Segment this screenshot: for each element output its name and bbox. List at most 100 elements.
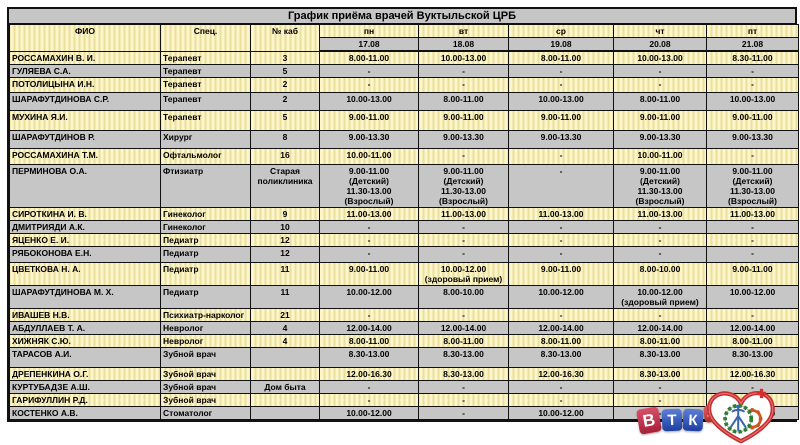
time-tue: 9.00-11.00 <box>418 110 509 131</box>
time-thu: - <box>613 308 707 322</box>
schedule-body: РОССАМАХИН В. И. Терапевт 3 8.00-11.00 1… <box>9 50 799 420</box>
time-mon: 12.00-14.00 <box>319 321 419 335</box>
doctor-spec: Зубной врач <box>160 347 251 368</box>
time-thu: 9.00-11.00 (Детский) 11.30-13.00 (Взросл… <box>613 164 707 208</box>
time-thu: 8.30-13.00 <box>613 367 707 381</box>
doctor-spec: Терапевт <box>160 50 251 65</box>
table-row: ПЕРМИНОВА О.А. Фтизиатр Старая поликлини… <box>9 164 799 208</box>
time-tue: 9.00-11.00 (Детский) 11.30-13.00 (Взросл… <box>418 164 509 208</box>
vtk-tile-k: К <box>682 408 704 432</box>
time-mon: 8.00-11.00 <box>319 334 419 348</box>
time-tue: 8.00-11.00 <box>418 334 509 348</box>
time-fri: 9.00-11.00 (Детский) 11.30-13.00 (Взросл… <box>706 164 799 208</box>
time-fri: - <box>706 77 799 93</box>
time-fri: 12.00-16.30 <box>706 367 799 381</box>
time-thu: 11.00-13.00 <box>613 207 707 221</box>
doctor-name: ДРЕПЕНКИНА О.Г. <box>9 367 161 381</box>
time-mon: 12.00-16.30 <box>319 367 419 381</box>
schedule-board: График приёма врачей Вуктыльской ЦРБ ФИО… <box>7 7 799 422</box>
time-mon: 10.00-13.00 <box>319 92 419 111</box>
table-row: АБДУЛЛАЕВ Т. А. Невролог 4 12.00-14.00 1… <box>9 321 799 335</box>
doctor-name: ШАРАФУТДИНОВА М. Х. <box>9 285 161 309</box>
time-mon: - <box>319 77 419 93</box>
time-fri: 8.30-13.00 <box>706 347 799 368</box>
time-thu: - <box>613 77 707 93</box>
column-header-day-thu: чт <box>613 24 707 38</box>
doctor-spec: Терапевт <box>160 110 251 131</box>
time-tue: - <box>418 148 509 165</box>
time-thu: 9.00-13.30 <box>613 130 707 149</box>
time-wed: 11.00-13.00 <box>508 207 614 221</box>
date-mon: 17.08 <box>319 37 419 52</box>
time-fri: - <box>706 380 799 394</box>
column-header-fio: ФИО <box>9 24 161 52</box>
date-wed: 19.08 <box>508 37 614 52</box>
room-number: 10 <box>250 220 320 234</box>
time-wed: 9.00-11.00 <box>508 110 614 131</box>
column-header-cab: № каб <box>250 24 320 52</box>
room-number: 11 <box>250 262 320 286</box>
time-fri: 9.00-13.30 <box>706 130 799 149</box>
time-fri: - <box>706 148 799 165</box>
page-title: График приёма врачей Вуктыльской ЦРБ <box>9 9 795 24</box>
time-fri: 10.00-12.00 <box>706 285 799 309</box>
doctor-name: РОССАМАХИНА Т.М. <box>9 148 161 165</box>
time-thu: - <box>613 64 707 78</box>
time-thu: - <box>613 220 707 234</box>
doctor-name: ГАРИФУЛЛИН Р.Д. <box>9 393 161 407</box>
room-number: 21 <box>250 308 320 322</box>
doctor-spec: Педиатр <box>160 233 251 247</box>
time-tue: 9.00-13.30 <box>418 130 509 149</box>
staff-icon <box>729 404 747 432</box>
time-tue: 8.30-13.00 <box>418 367 509 381</box>
doctor-name: ДМИТРИЯДИ А.К. <box>9 220 161 234</box>
time-tue: 11.00-13.00 <box>418 207 509 221</box>
time-fri: - <box>706 220 799 234</box>
column-header-day-mon: пн <box>319 24 419 38</box>
time-mon: - <box>319 220 419 234</box>
table-row: МУХИНА Я.И. Терапевт 5 9.00-11.00 9.00-1… <box>9 110 799 131</box>
time-mon: - <box>319 380 419 394</box>
time-wed: 10.00-13.00 <box>508 92 614 111</box>
doctor-spec: Гинеколог <box>160 220 251 234</box>
time-mon: - <box>319 64 419 78</box>
time-wed: - <box>508 64 614 78</box>
doctor-name: СИРОТКИНА И. В. <box>9 207 161 221</box>
table-row: ХИЖНЯК С.Ю. Невролог 4 8.00-11.00 8.00-1… <box>9 334 799 348</box>
time-tue: 8.30-13.00 <box>418 347 509 368</box>
doctor-spec: Зубной врач <box>160 367 251 381</box>
time-thu: - <box>613 246 707 263</box>
time-fri: 10.00-13.00 <box>706 92 799 111</box>
doctor-spec: Офтальмолог <box>160 148 251 165</box>
doctor-spec: Педиатр <box>160 285 251 309</box>
room-number <box>250 347 320 368</box>
time-wed: - <box>508 148 614 165</box>
doctor-name: ТАРАСОВ А.И. <box>9 347 161 368</box>
time-mon: - <box>319 393 419 407</box>
date-tue: 18.08 <box>418 37 509 52</box>
doctor-spec: Педиатр <box>160 262 251 286</box>
doctor-name: ИВАШЕВ Н.В. <box>9 308 161 322</box>
time-wed: - <box>508 393 614 407</box>
time-fri: 8.00-11.00 <box>706 334 799 348</box>
date-thu: 20.08 <box>613 37 707 52</box>
doctor-spec: Терапевт <box>160 77 251 93</box>
room-number: 4 <box>250 334 320 348</box>
time-mon: 9.00-11.00 <box>319 262 419 286</box>
doctor-name: КУРТУБАДЗЕ А.Ш. <box>9 380 161 394</box>
room-number: 5 <box>250 64 320 78</box>
time-fri: 12.00-14.00 <box>706 321 799 335</box>
table-row: ЯЦЕНКО Е. И. Педиатр 12 - - - - - <box>9 233 799 247</box>
column-header-day-wed: ср <box>508 24 614 38</box>
time-wed: - <box>508 233 614 247</box>
time-wed: 9.00-11.00 <box>508 262 614 286</box>
schedule-header: ФИО Спец. № каб пн вт ср чт пт 17.08 18.… <box>9 24 799 52</box>
time-fri: 11.00-13.00 <box>706 207 799 221</box>
column-header-day-tue: вт <box>418 24 509 38</box>
doctor-spec: Стоматолог <box>160 406 251 420</box>
time-tue: 10.00-13.00 <box>418 50 509 65</box>
doctor-name: ЦВЕТКОВА Н. А. <box>9 262 161 286</box>
time-tue: - <box>418 233 509 247</box>
doctor-spec: Зубной врач <box>160 380 251 394</box>
doctor-spec: Педиатр <box>160 246 251 263</box>
